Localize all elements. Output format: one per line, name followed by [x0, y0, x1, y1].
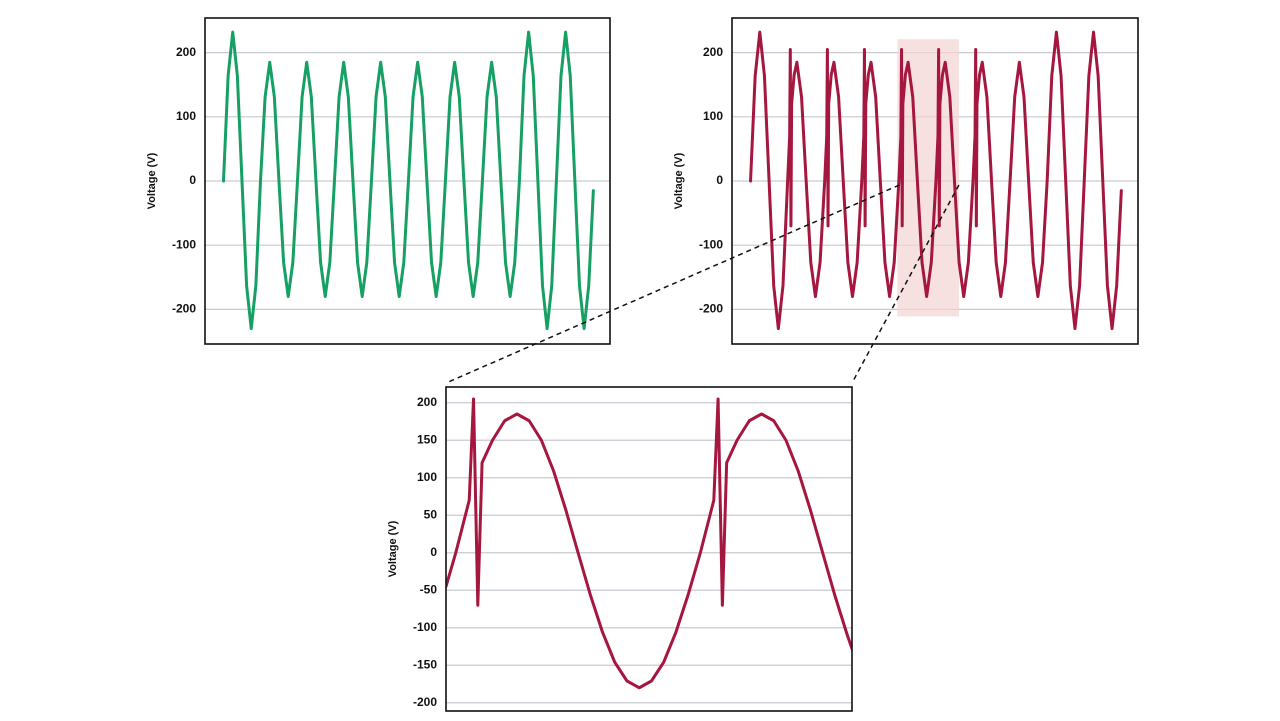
waveform-line [446, 397, 852, 690]
plot-layer [749, 30, 1123, 331]
y-tick-label: 0 [430, 545, 437, 559]
y-tick-label: 100 [176, 109, 196, 123]
y-tick-label: 100 [703, 109, 723, 123]
y-axis-label: Voltage (V) [146, 152, 158, 209]
y-tick-label: 0 [189, 173, 196, 187]
y-tick-label: 150 [417, 432, 437, 446]
plot-layer [446, 397, 852, 690]
chart: -200 -100 0 100 200 Voltage (V) [673, 17, 1139, 345]
y-tick-label: 200 [703, 45, 723, 59]
plot-layer [221, 30, 595, 331]
y-tick-label: 200 [417, 395, 437, 409]
chart: -200 -100 0 100 200 Voltage (V) [146, 17, 611, 345]
chart: -200 -150 -100 -50 0 50 100 150 200 Voltage (V) [387, 386, 853, 712]
plot-frame [445, 386, 853, 712]
y-tick-label: -50 [420, 582, 438, 596]
plot-frame [204, 17, 611, 345]
y-tick-label: 200 [176, 45, 196, 59]
y-tick-label: -150 [413, 657, 437, 671]
waveform-line [221, 30, 595, 331]
y-tick-label: 50 [424, 507, 438, 521]
y-tick-label: -200 [413, 695, 437, 709]
y-tick-label: -100 [699, 237, 723, 251]
y-tick-label: -100 [413, 620, 437, 634]
y-tick-label: -200 [699, 302, 723, 316]
waveform-line [749, 30, 1123, 331]
y-axis-label: Voltage (V) [387, 520, 399, 577]
y-tick-label: 0 [716, 173, 723, 187]
connector [851, 184, 960, 384]
y-tick-label: 100 [417, 470, 437, 484]
plot-frame [731, 17, 1139, 345]
y-axis-label: Voltage (V) [673, 152, 685, 209]
y-tick-label: -100 [172, 237, 196, 251]
y-tick-label: -200 [172, 302, 196, 316]
connector [445, 184, 900, 384]
